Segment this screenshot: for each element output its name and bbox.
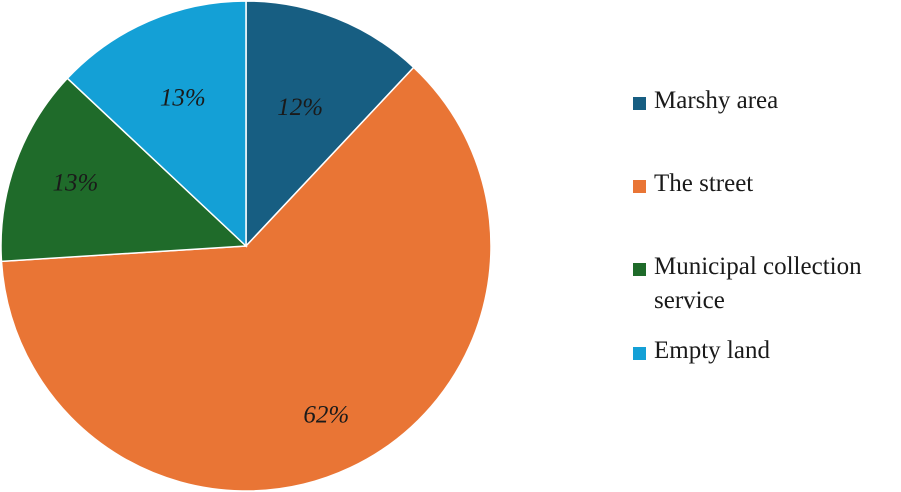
- legend-label-municipal-collection-service: Municipal collection service: [654, 253, 862, 314]
- pie-slice-marshy-area: [245, 0, 415, 248]
- legend-item-the-street: The street: [633, 170, 901, 201]
- legend-label-marshy-area: Marshy area: [654, 87, 779, 114]
- legend-swatch-marshy-area: [633, 97, 646, 110]
- legend-label-empty-land: Empty land: [654, 337, 770, 364]
- legend-item-empty-land: Empty land: [633, 337, 901, 368]
- legend-swatch-the-street: [633, 180, 646, 193]
- data-label-empty-land: 13%: [160, 85, 206, 112]
- pie-slice-the-street: [0, 66, 492, 492]
- legend-swatch-empty-land: [633, 347, 646, 360]
- pie-slice-empty-land: [66, 0, 247, 248]
- data-label-the-street: 62%: [303, 401, 349, 428]
- legend-swatch-municipal-collection-service: [633, 263, 646, 276]
- data-label-municipal-collection-service: 13%: [53, 169, 99, 196]
- legend-label-the-street: The street: [654, 170, 754, 197]
- legend-item-marshy-area: Marshy area: [633, 87, 901, 118]
- pie-slice-municipal-collection-service: [0, 77, 248, 263]
- data-label-marshy-area: 12%: [277, 94, 323, 121]
- legend-item-municipal-collection-service: Municipal collection service: [633, 253, 901, 318]
